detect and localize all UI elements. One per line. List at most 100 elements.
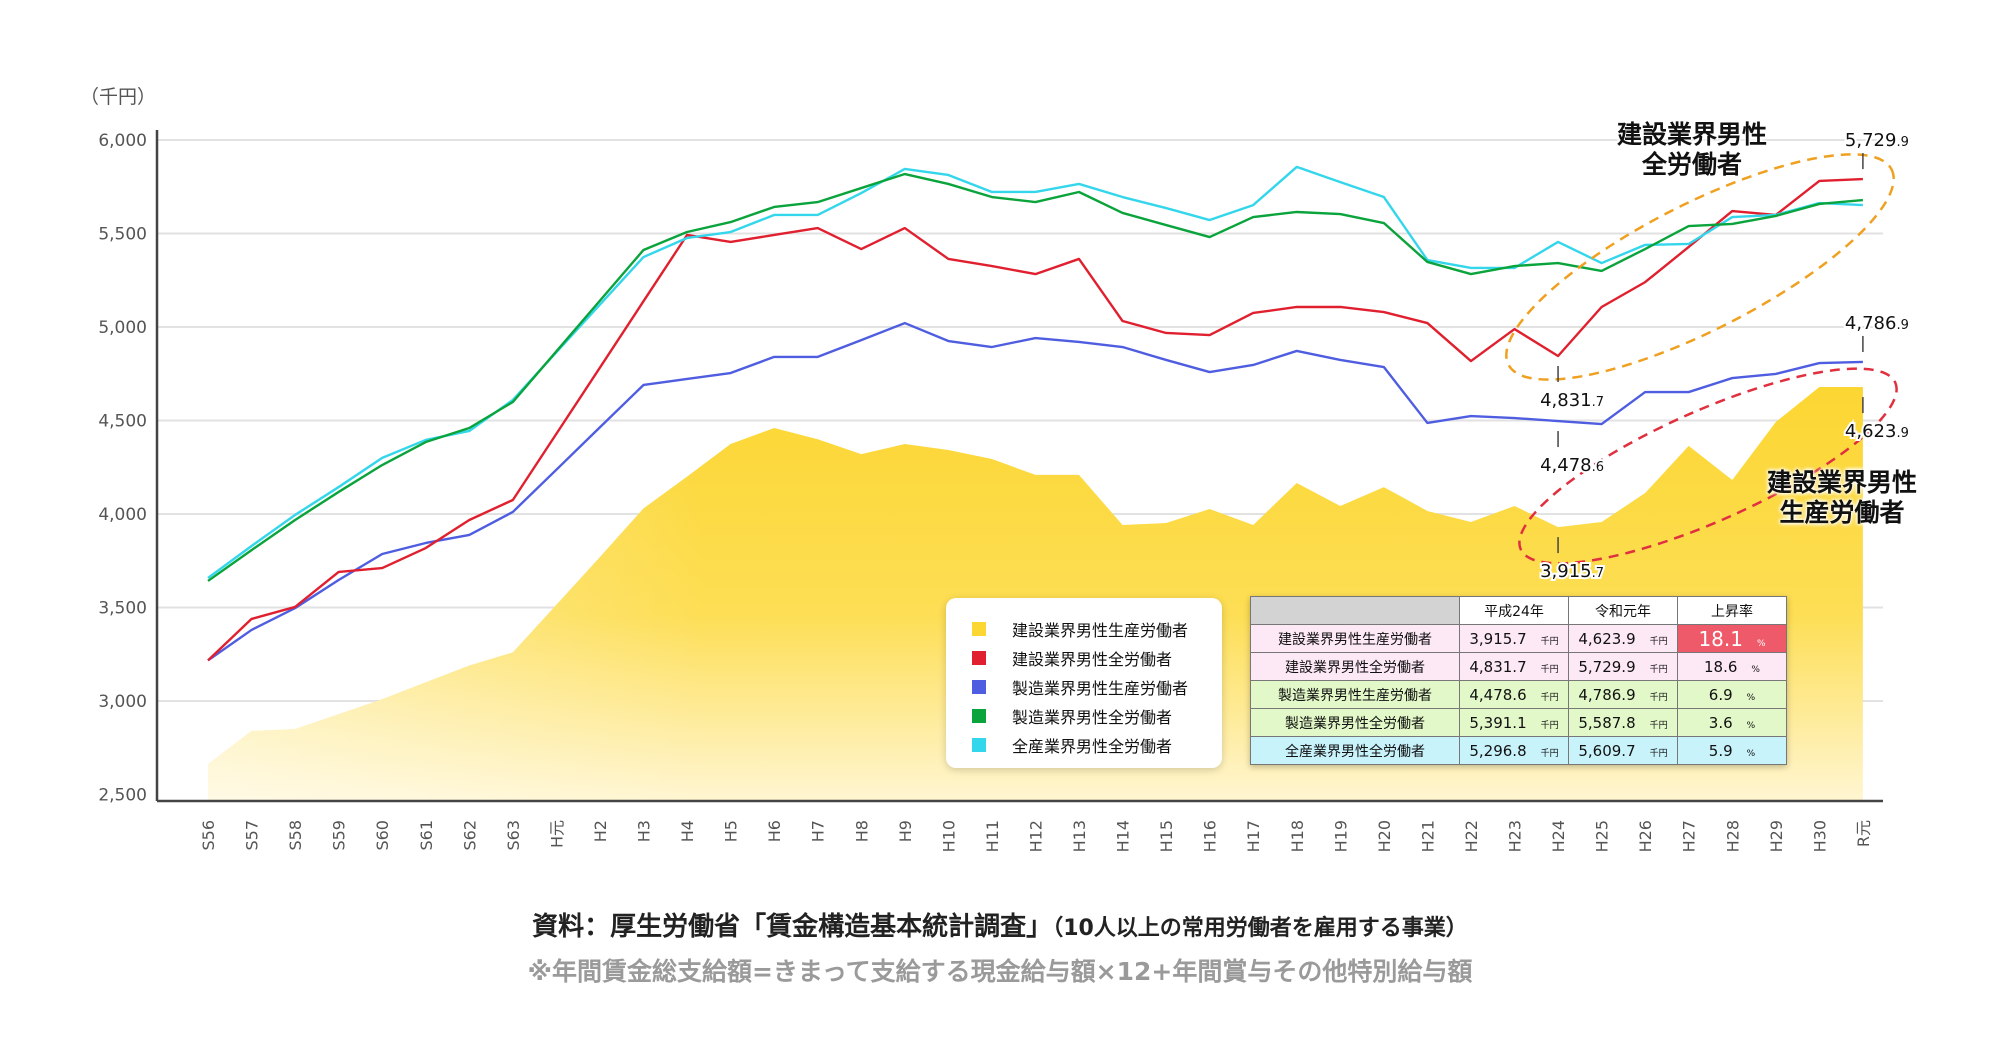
rate-number: 5.9 <box>1708 741 1733 760</box>
x-tick-label: H27 <box>1680 820 1699 852</box>
rate-value: 5.9% <box>1677 736 1787 765</box>
line-layer <box>207 165 1864 662</box>
y-tick-label: 4,000 <box>98 505 147 525</box>
legend-swatch-cyan <box>972 738 986 752</box>
legend-item: 製造業界男性生産労働者 <box>972 674 1188 700</box>
rate-value-highlighted: 18.1% <box>1677 624 1787 653</box>
x-tick-label: H2 <box>591 820 610 842</box>
table-header-rate: 上昇率 <box>1677 596 1787 625</box>
legend-swatch-blue <box>972 680 986 694</box>
highlight-title-construction-production: 建設業界男性 生産労働者 <box>1752 468 1932 528</box>
highlight-title-line2: 全労働者 <box>1641 150 1742 179</box>
x-tick-label: H18 <box>1288 820 1307 852</box>
value-annotations: 5,729.94,831.74,786.94,478.64,623.93,915… <box>1538 128 1911 584</box>
x-tick-label: S62 <box>460 820 479 851</box>
table-row: 建設業界男性生産労働者 3,915.7 千円 4,623.9 千円 18.1% <box>1250 624 1787 653</box>
row-label: 建設業界男性全労働者 <box>1250 652 1460 681</box>
rate-unit: % <box>1746 692 1756 703</box>
value-unit: 千円 <box>1649 664 1668 675</box>
legend-label: 製造業界男性生産労働者 <box>1012 679 1189 698</box>
rate-unit: % <box>1751 664 1760 675</box>
x-tick-label: H14 <box>1114 820 1133 852</box>
legend-label: 建設業界男性全労働者 <box>1012 650 1173 669</box>
x-tick-label: H19 <box>1331 820 1350 852</box>
x-tick-label: H15 <box>1157 820 1176 852</box>
rate-value: 6.9% <box>1677 680 1787 709</box>
value-number: 5,296.8 <box>1469 741 1527 760</box>
y-tick-label: 5,000 <box>98 318 147 338</box>
x-tick-label: H23 <box>1506 820 1525 852</box>
y-tick-label: 4,500 <box>98 412 147 432</box>
line-series-construction-all <box>207 177 1863 662</box>
annotation-decimal: .6 <box>1592 460 1604 475</box>
rate-unit: % <box>1756 638 1766 649</box>
x-tick-label: S59 <box>330 820 349 851</box>
line-series-manufacturing-production <box>207 321 1863 662</box>
annotation-decimal: .9 <box>1896 426 1908 441</box>
value-unit: 千円 <box>1540 748 1559 759</box>
x-tick-label: H17 <box>1244 820 1263 852</box>
y-tick-label: 3,500 <box>98 599 147 619</box>
table-header-h24: 平成24年 <box>1459 596 1569 625</box>
tick-labels: 2,500 3,000 3,500 4,000 4,500 5,000 5,500 6,000… <box>98 131 1873 852</box>
value-unit: 千円 <box>1649 720 1668 731</box>
legend-swatch-red <box>972 651 986 665</box>
x-tick-label: H8 <box>852 820 871 842</box>
legend-label: 製造業界男性全労働者 <box>1012 708 1173 727</box>
y-tick-label: 6,000 <box>98 131 147 151</box>
x-tick-label: H6 <box>765 820 784 842</box>
value-number: 3,915.7 <box>1469 629 1527 648</box>
annotation-main: 4,831 <box>1540 390 1592 411</box>
x-tick-label: S63 <box>504 820 523 851</box>
value-number: 5,391.1 <box>1469 713 1527 732</box>
row-label: 製造業界男性生産労働者 <box>1250 680 1460 709</box>
row-label: 全産業界男性全労働者 <box>1250 736 1460 765</box>
rate-value: 18.6% <box>1677 652 1787 681</box>
value-number: 5,609.7 <box>1578 741 1636 760</box>
x-tick-label: H25 <box>1593 820 1612 852</box>
rate-number: 18.6 <box>1704 657 1738 676</box>
value-annotation: 3,915.7 <box>1540 561 1604 582</box>
x-tick-label: H29 <box>1767 820 1786 852</box>
x-tick-label: H24 <box>1549 820 1568 852</box>
y-axis-unit-label: （千円） <box>80 86 157 108</box>
legend-item: 全産業界男性全労働者 <box>972 732 1172 758</box>
x-tick-label: H11 <box>983 820 1002 852</box>
highlight-title-line1: 建設業界男性 <box>1766 468 1917 497</box>
rate-number: 18.1 <box>1698 626 1743 651</box>
value-number: 5,587.8 <box>1578 713 1636 732</box>
annotation-main: 4,478 <box>1540 455 1592 476</box>
axes <box>155 130 1883 803</box>
value-number: 4,623.9 <box>1578 629 1636 648</box>
x-tick-label: H4 <box>678 820 697 842</box>
annotation-decimal: .7 <box>1592 566 1604 581</box>
value-unit: 千円 <box>1649 636 1668 647</box>
value-number: 5,729.9 <box>1578 657 1636 676</box>
x-tick-label: S58 <box>286 820 305 851</box>
footnote: ※年間賃金総支給額=きまって支給する現金給与額×12+年間賞与その他特別給与額 <box>527 957 1473 986</box>
legend: 建設業界男性生産労働者 建設業界男性全労働者 製造業界男性生産労働者 製造業界男… <box>946 598 1222 768</box>
source-caption: 資料：厚生労働省「賃金構造基本統計調査」（10人以上の常用労働者を雇用する事業） <box>0 906 2000 943</box>
x-tick-label: H元 <box>547 820 566 848</box>
r1-value: 4,623.9 千円 <box>1568 624 1678 653</box>
x-tick-label: H16 <box>1201 820 1220 852</box>
value-unit: 千円 <box>1649 692 1668 703</box>
y-tick-label: 2,500 <box>98 786 147 806</box>
annotation-decimal: .9 <box>1896 318 1908 333</box>
table-header-row: 平成24年 令和元年 上昇率 <box>1250 596 1787 625</box>
value-annotation: 4,623.9 <box>1845 421 1909 442</box>
x-tick-label: H30 <box>1810 820 1829 852</box>
annotation-decimal: .7 <box>1592 395 1604 410</box>
x-tick-label: H22 <box>1462 820 1481 852</box>
source-sub: （10人以上の常用労働者を雇用する事業） <box>1052 916 1468 941</box>
x-tick-label: H7 <box>809 820 828 842</box>
value-number: 4,831.7 <box>1469 657 1527 676</box>
row-label: 製造業界男性全労働者 <box>1250 708 1460 737</box>
rate-number: 3.6 <box>1708 713 1733 732</box>
h24-value: 5,391.1 千円 <box>1459 708 1569 737</box>
table-row: 製造業界男性生産労働者 4,478.6 千円 4,786.9 千円 6.9% <box>1250 680 1787 709</box>
legend-item: 製造業界男性全労働者 <box>972 703 1172 729</box>
x-tick-label: S56 <box>199 820 218 851</box>
value-unit: 千円 <box>1540 636 1559 647</box>
table-row: 全産業界男性全労働者 5,296.8 千円 5,609.7 千円 5.9% <box>1250 736 1787 765</box>
